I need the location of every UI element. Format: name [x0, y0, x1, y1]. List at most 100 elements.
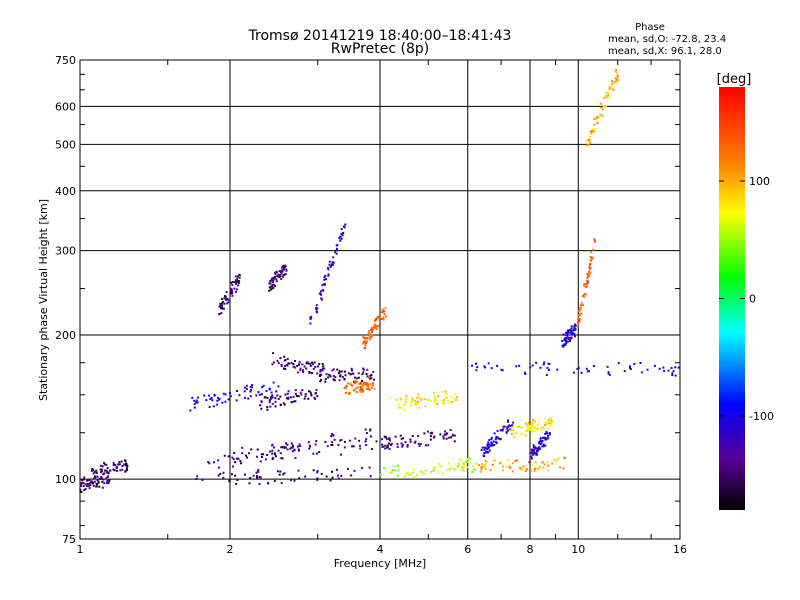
echo-point [208, 406, 211, 408]
echo-point [338, 379, 341, 382]
echo-point [270, 397, 273, 400]
echo-point [548, 418, 550, 421]
echo-point [562, 467, 565, 470]
echo-point [599, 113, 602, 116]
echo-point [320, 373, 323, 376]
echo-point [327, 376, 330, 379]
echo-point [252, 474, 255, 477]
echo-point [518, 364, 521, 367]
echo-point [217, 459, 220, 462]
echo-point [447, 436, 450, 439]
echo-point [103, 463, 106, 466]
echo-point [223, 297, 226, 300]
echo-point [384, 436, 387, 439]
echo-point [270, 278, 273, 281]
echo-point [388, 437, 391, 440]
echo-point [275, 390, 278, 393]
echo-point [283, 447, 286, 449]
echo-point [562, 345, 565, 348]
echo-point [533, 470, 536, 473]
echo-point [548, 422, 551, 425]
echo-point [541, 461, 544, 464]
echo-point [374, 327, 377, 330]
echo-point [547, 427, 550, 430]
echo-point [333, 379, 336, 382]
echo-point [444, 396, 447, 399]
echo-point [318, 363, 321, 366]
echo-point [335, 247, 338, 250]
echo-point [332, 368, 335, 371]
echo-point [480, 466, 483, 469]
echo-point [269, 288, 272, 291]
echo-point [228, 480, 231, 483]
echo-point [540, 428, 543, 431]
echo-point [258, 393, 261, 396]
echo-point [114, 464, 117, 466]
echo-point [323, 278, 326, 281]
echo-point [368, 338, 371, 341]
echo-point [373, 323, 376, 326]
echo-point [315, 440, 318, 443]
echo-point [433, 401, 436, 404]
echo-point [298, 477, 301, 480]
echo-point [403, 475, 406, 478]
echo-point [459, 458, 461, 461]
grid [80, 60, 680, 539]
echo-point [587, 274, 590, 277]
echo-point [538, 442, 541, 445]
echo-point [527, 421, 530, 424]
echo-point [522, 465, 525, 468]
echo-point [402, 437, 404, 440]
echo-point [360, 390, 363, 393]
echo-point [484, 467, 487, 470]
echo-point [442, 399, 445, 401]
echo-point [288, 362, 291, 365]
echo-point [529, 427, 532, 430]
echo-point [542, 426, 545, 429]
echo-point [103, 472, 106, 475]
y-tick-label: 75 [62, 533, 76, 546]
echo-point [539, 366, 542, 369]
x-axis-label: Frequency [MHz] [334, 557, 426, 570]
echo-point [536, 449, 538, 452]
echo-point [112, 468, 115, 471]
echo-point [118, 463, 121, 466]
echo-point [332, 256, 335, 259]
echo-point [481, 463, 483, 466]
echo-point [309, 362, 312, 365]
echo-point [227, 455, 230, 458]
echo-point [404, 441, 407, 444]
echo-point [562, 333, 565, 336]
echo-point [95, 485, 98, 488]
echo-point [284, 368, 287, 370]
echo-point [298, 361, 301, 364]
echo-point [335, 249, 338, 252]
echo-point [565, 337, 568, 340]
echo-point [589, 271, 592, 274]
echo-point [544, 444, 547, 447]
echo-point [248, 452, 250, 455]
echo-point [260, 400, 263, 403]
echo-point [603, 105, 606, 108]
echo-point [277, 385, 280, 388]
echo-point [381, 438, 384, 441]
echo-point [489, 444, 492, 447]
echo-point [615, 80, 618, 83]
echo-point [545, 430, 548, 433]
echo-point [486, 443, 489, 446]
echo-point [283, 266, 285, 269]
echo-point [275, 280, 278, 283]
echo-point [354, 376, 356, 379]
echo-point [228, 392, 231, 395]
echo-point [364, 428, 367, 431]
echo-point [83, 489, 86, 492]
echo-point [319, 380, 322, 383]
echo-point [599, 102, 602, 105]
echo-point [563, 457, 566, 460]
echo-point [397, 474, 399, 477]
echo-point [100, 476, 103, 478]
echo-point [102, 478, 105, 481]
echo-point [530, 469, 533, 472]
echo-point [351, 445, 354, 448]
echo-point [250, 448, 253, 451]
